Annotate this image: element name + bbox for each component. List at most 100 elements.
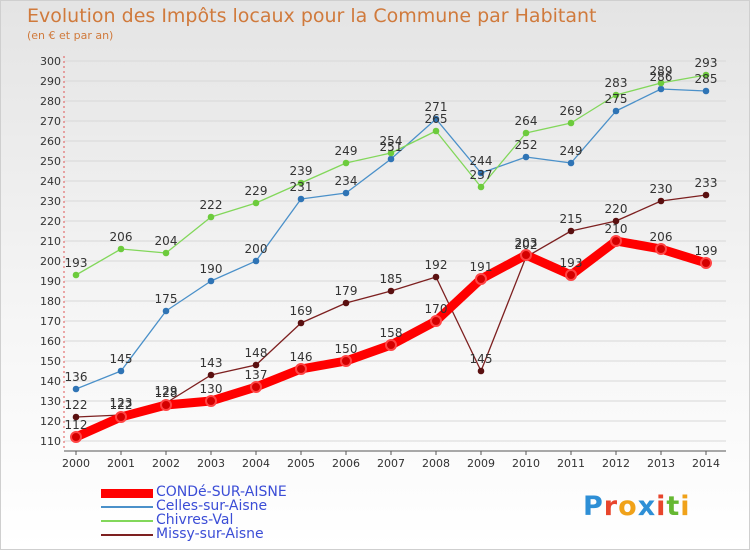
x-tick-label: 2013 (647, 457, 675, 470)
data-label: 230 (650, 182, 673, 196)
y-tick-label: 120 (40, 415, 61, 428)
data-label: 203 (515, 236, 538, 250)
data-label: 112 (65, 418, 88, 432)
data-point (385, 339, 397, 351)
legend-label: Chivres-Val (156, 512, 234, 528)
data-label: 170 (425, 302, 448, 316)
legend-swatch (101, 520, 153, 522)
data-point (522, 153, 530, 161)
series-lines (70, 71, 712, 443)
data-point (432, 273, 440, 281)
data-label: 122 (65, 398, 88, 412)
data-point (387, 287, 395, 295)
data-label: 252 (515, 138, 538, 152)
data-label: 283 (605, 76, 628, 90)
data-label: 229 (245, 184, 268, 198)
data-point (612, 107, 620, 115)
logo-letter: P (583, 491, 604, 522)
data-label: 254 (380, 134, 403, 148)
data-label: 210 (605, 222, 628, 236)
data-point (252, 257, 260, 265)
data-point (657, 197, 665, 205)
data-label: 191 (470, 260, 493, 274)
y-tick-label: 240 (40, 175, 61, 188)
data-point (477, 367, 485, 375)
data-point (117, 367, 125, 375)
y-tick-label: 170 (40, 315, 61, 328)
data-label: 206 (110, 230, 133, 244)
y-tick-label: 210 (40, 235, 61, 248)
data-point (612, 217, 620, 225)
data-point (160, 399, 172, 411)
legend-label: Celles-sur-Aisne (156, 498, 268, 514)
data-label: 244 (470, 154, 493, 168)
data-label: 130 (200, 382, 223, 396)
y-tick-label: 300 (40, 55, 61, 68)
data-point (297, 179, 305, 187)
data-point (70, 431, 82, 443)
x-tick-label: 2000 (62, 457, 90, 470)
data-point (297, 319, 305, 327)
y-tick-label: 220 (40, 215, 61, 228)
data-point (520, 249, 532, 261)
data-point (117, 245, 125, 253)
series-cond-sur-aisne (70, 235, 712, 443)
data-point (567, 227, 575, 235)
x-tick-label: 2010 (512, 457, 540, 470)
data-label: 289 (650, 64, 673, 78)
data-point (72, 271, 80, 279)
x-tick-label: 2005 (287, 457, 315, 470)
data-point (342, 189, 350, 197)
x-tick-label: 2011 (557, 457, 585, 470)
data-label: 249 (560, 144, 583, 158)
series-celles-sur-aisne (72, 85, 710, 393)
data-point (342, 299, 350, 307)
x-tick-label: 2002 (152, 457, 180, 470)
data-label: 148 (245, 346, 268, 360)
x-tick-label: 2003 (197, 457, 225, 470)
data-point (477, 183, 485, 191)
data-point (610, 235, 622, 247)
data-point (702, 191, 710, 199)
data-point (250, 381, 262, 393)
data-point (702, 87, 710, 95)
data-label: 122 (110, 398, 133, 412)
data-label: 169 (290, 304, 313, 318)
y-tick-label: 250 (40, 155, 61, 168)
y-tick-label: 290 (40, 75, 61, 88)
data-point (565, 269, 577, 281)
data-label: 123 (110, 396, 133, 410)
data-label: 143 (200, 356, 223, 370)
data-label: 145 (470, 352, 493, 366)
data-label: 185 (380, 272, 403, 286)
logo-letter: i (680, 491, 691, 522)
data-point (297, 195, 305, 203)
data-label: 220 (605, 202, 628, 216)
logo-letter: o (618, 491, 638, 522)
data-label: 234 (335, 174, 358, 188)
data-point (477, 169, 485, 177)
y-tick-label: 280 (40, 95, 61, 108)
data-point (72, 413, 80, 421)
data-point (432, 127, 440, 135)
data-point (387, 155, 395, 163)
chart-subtitle: (en € et par an) (27, 29, 114, 42)
data-point (432, 115, 440, 123)
y-tick-label: 130 (40, 395, 61, 408)
data-point (475, 273, 487, 285)
legend-swatch (101, 488, 153, 498)
data-point (342, 159, 350, 167)
data-point (207, 371, 215, 379)
data-label: 193 (65, 256, 88, 270)
data-point (205, 395, 217, 407)
data-label: 175 (155, 292, 178, 306)
data-point (162, 249, 170, 257)
y-tick-label: 160 (40, 335, 61, 348)
legend-swatch (101, 534, 153, 536)
data-label: 145 (110, 352, 133, 366)
data-point (207, 213, 215, 221)
data-label: 192 (425, 258, 448, 272)
data-label: 269 (560, 104, 583, 118)
